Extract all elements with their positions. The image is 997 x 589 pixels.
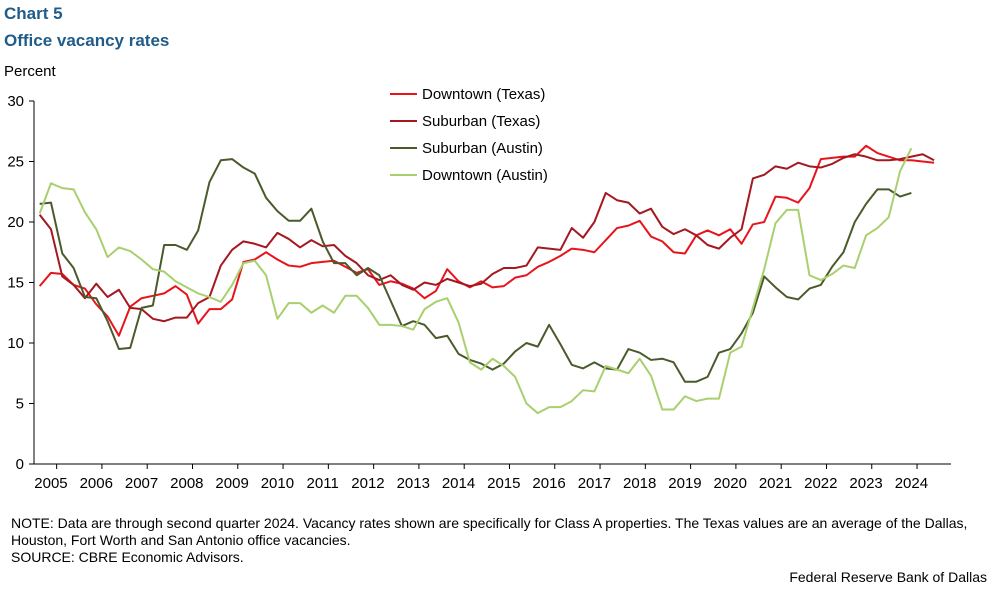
x-tick-label: 2020 [714, 475, 747, 492]
y-tick-label: 25 [7, 154, 24, 171]
x-tick-label: 2022 [804, 475, 837, 492]
y-axis-label: Percent [4, 63, 56, 80]
series-line-4 [38, 147, 913, 415]
x-tick-label: 2021 [759, 475, 792, 492]
x-tick-label: 2005 [34, 475, 67, 492]
line-chart: 0 5 10 15 20 25 30 2005 2006 2007 2008 2009 2010 2011… [7, 86, 951, 492]
y-tick-label: 20 [7, 214, 24, 231]
series-line-3 [39, 158, 912, 383]
x-tick-label: 2009 [215, 475, 248, 492]
credit-text: Federal Reserve Bank of Dallas [789, 569, 987, 585]
legend-label: Suburban (Austin) [422, 140, 543, 157]
chart-title: Chart 5 [4, 4, 63, 23]
legend-label: Downtown (Austin) [422, 167, 548, 184]
y-tick-label: 0 [16, 456, 24, 473]
series-line-2 [38, 153, 935, 323]
series-line-1 [38, 144, 935, 337]
legend-label: Suburban (Texas) [422, 113, 540, 130]
x-tick-label: 2017 [578, 475, 611, 492]
y-tick-label: 10 [7, 335, 24, 352]
chart-notes: NOTE: Data are through second quarter 20… [11, 515, 986, 566]
y-tick-label: 15 [7, 275, 24, 292]
x-tick-label: 2013 [397, 475, 430, 492]
note-text: NOTE: Data are through second quarter 20… [11, 515, 968, 548]
x-tick-label: 2006 [80, 475, 113, 492]
x-tick-label: 2019 [668, 475, 701, 492]
x-tick-label: 2023 [849, 475, 882, 492]
x-tick-label: 2015 [487, 475, 520, 492]
legend-label: Downtown (Texas) [422, 86, 545, 103]
x-tick-label: 2011 [307, 475, 339, 492]
x-tick-label: 2014 [442, 475, 475, 492]
x-tick-label: 2007 [125, 475, 158, 492]
x-tick-label: 2024 [895, 475, 928, 492]
x-tick-label: 2018 [623, 475, 656, 492]
source-text: SOURCE: CBRE Economic Advisors. [11, 549, 244, 565]
x-tick-label: 2016 [532, 475, 565, 492]
chart-subtitle: Office vacancy rates [4, 31, 170, 50]
x-tick-label: 2012 [351, 475, 384, 492]
x-tick-label: 2008 [170, 475, 203, 492]
x-tick-label: 2010 [261, 475, 294, 492]
y-tick-label: 30 [7, 93, 24, 110]
y-tick-label: 5 [16, 396, 24, 413]
